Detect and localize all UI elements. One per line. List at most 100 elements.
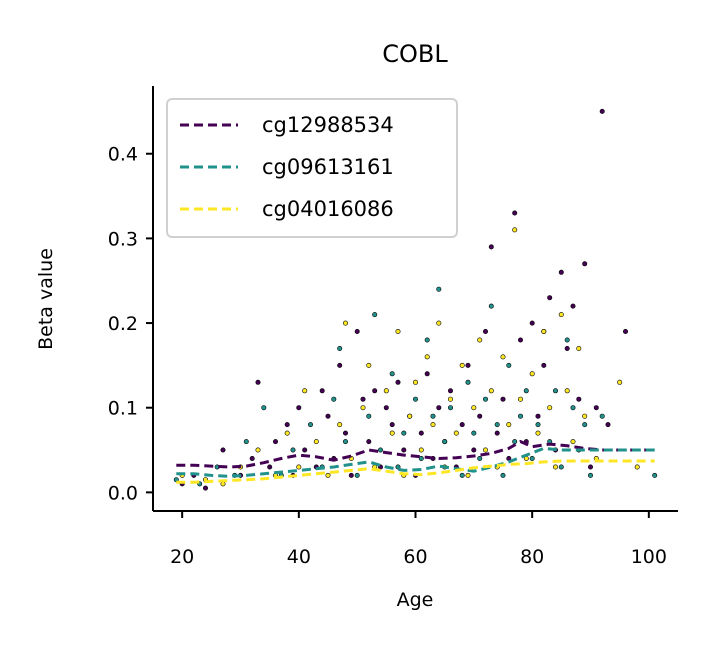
data-point bbox=[377, 447, 383, 453]
data-point bbox=[366, 362, 372, 368]
data-point bbox=[465, 472, 471, 478]
data-point bbox=[517, 413, 523, 419]
data-point bbox=[558, 312, 564, 318]
data-point bbox=[587, 464, 593, 470]
data-point bbox=[459, 472, 465, 478]
trend-line-cg04016086 bbox=[176, 459, 655, 484]
data-point bbox=[436, 286, 442, 292]
x-tick-label: 60 bbox=[403, 546, 427, 568]
data-point bbox=[465, 379, 471, 385]
data-point bbox=[570, 439, 576, 445]
data-point bbox=[203, 485, 209, 491]
data-point bbox=[652, 472, 658, 478]
data-point bbox=[558, 464, 564, 470]
data-point bbox=[477, 337, 483, 343]
x-tick-label: 40 bbox=[287, 546, 311, 568]
data-point bbox=[389, 430, 395, 436]
data-point bbox=[558, 269, 564, 275]
data-point bbox=[424, 354, 430, 360]
data-point bbox=[547, 405, 553, 411]
data-point bbox=[424, 371, 430, 377]
data-point bbox=[512, 439, 518, 445]
data-point bbox=[442, 439, 448, 445]
data-point bbox=[319, 388, 325, 394]
data-point bbox=[389, 422, 395, 428]
trend-lines bbox=[176, 439, 655, 484]
data-point bbox=[512, 227, 518, 233]
data-point bbox=[447, 396, 453, 402]
data-point bbox=[401, 430, 407, 436]
data-point bbox=[564, 337, 570, 343]
legend-label: cg04016086 bbox=[262, 197, 394, 221]
legend-label: cg12988534 bbox=[262, 113, 394, 137]
data-point bbox=[617, 379, 623, 385]
legend-label: cg09613161 bbox=[262, 155, 394, 179]
x-axis-label: Age bbox=[397, 589, 434, 611]
data-point bbox=[418, 430, 424, 436]
data-point bbox=[395, 328, 401, 334]
data-point bbox=[506, 422, 512, 428]
data-point bbox=[337, 422, 343, 428]
data-point bbox=[523, 388, 529, 394]
data-point bbox=[482, 396, 488, 402]
data-point bbox=[506, 362, 512, 368]
y-axis-label: Beta value bbox=[35, 248, 57, 350]
y-tick-label: 0.3 bbox=[108, 228, 138, 250]
data-point bbox=[342, 430, 348, 436]
data-point bbox=[325, 413, 331, 419]
data-point bbox=[587, 472, 593, 478]
y-tick-label: 0.1 bbox=[108, 398, 138, 420]
data-point bbox=[272, 439, 278, 445]
data-point bbox=[383, 388, 389, 394]
data-point bbox=[313, 439, 319, 445]
y-ticks: 0.0 0.1 0.2 0.3 0.4 bbox=[108, 144, 153, 504]
data-point bbox=[360, 405, 366, 411]
data-point bbox=[418, 447, 424, 453]
data-point bbox=[307, 422, 313, 428]
data-point bbox=[605, 422, 611, 428]
data-point bbox=[488, 388, 494, 394]
x-ticks: 20 40 60 80 100 bbox=[170, 511, 667, 568]
data-point bbox=[471, 447, 477, 453]
data-point bbox=[372, 312, 378, 318]
data-point bbox=[255, 379, 261, 385]
data-point bbox=[243, 439, 249, 445]
data-point bbox=[284, 430, 290, 436]
data-point bbox=[220, 447, 226, 453]
data-point bbox=[552, 388, 558, 394]
y-tick-label: 0.4 bbox=[108, 144, 138, 166]
data-point bbox=[535, 430, 541, 436]
data-point bbox=[564, 345, 570, 351]
data-point bbox=[267, 464, 273, 470]
data-point bbox=[488, 303, 494, 309]
data-point bbox=[547, 295, 553, 301]
data-point bbox=[412, 379, 418, 385]
data-point bbox=[430, 413, 436, 419]
y-tick-label: 0.2 bbox=[108, 313, 138, 335]
data-point bbox=[249, 455, 255, 461]
data-point bbox=[482, 447, 488, 453]
data-point bbox=[552, 464, 558, 470]
data-point bbox=[430, 422, 436, 428]
data-point bbox=[529, 320, 535, 326]
data-point bbox=[576, 396, 582, 402]
data-point bbox=[500, 472, 506, 478]
data-point bbox=[383, 405, 389, 411]
data-point bbox=[255, 447, 261, 453]
data-point bbox=[389, 371, 395, 377]
data-point bbox=[401, 447, 407, 453]
data-point bbox=[453, 430, 459, 436]
data-point bbox=[582, 422, 588, 428]
data-point bbox=[582, 261, 588, 267]
data-point bbox=[564, 388, 570, 394]
data-point bbox=[360, 396, 366, 402]
data-point bbox=[372, 388, 378, 394]
data-point bbox=[261, 405, 267, 411]
data-point bbox=[418, 455, 424, 461]
x-tick-label: 80 bbox=[520, 546, 544, 568]
data-point bbox=[296, 464, 302, 470]
data-point bbox=[529, 371, 535, 377]
data-point bbox=[517, 396, 523, 402]
data-point bbox=[622, 328, 628, 334]
data-point bbox=[494, 422, 500, 428]
